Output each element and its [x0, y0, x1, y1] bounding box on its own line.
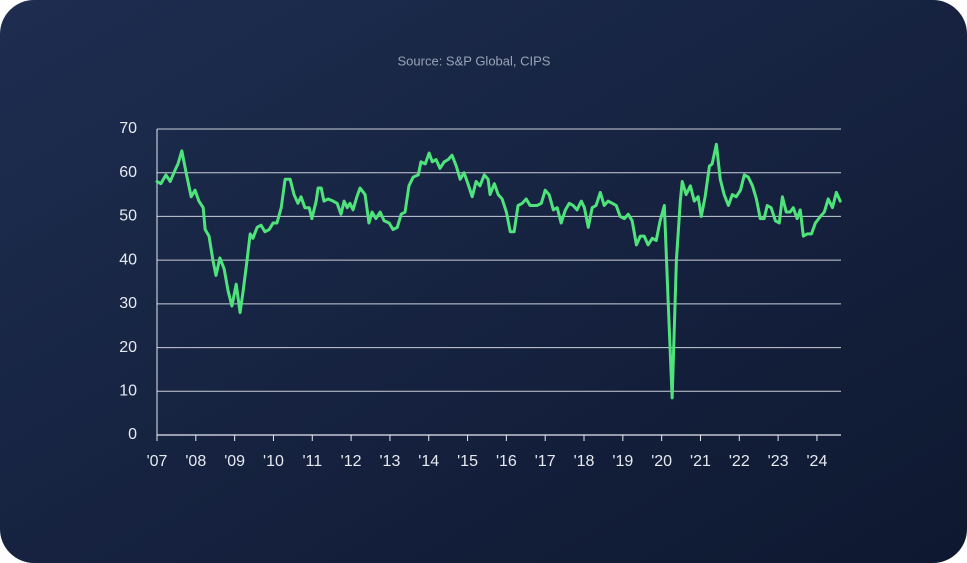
x-tick-label: '18	[574, 453, 595, 470]
x-tick-label: '09	[224, 453, 245, 470]
y-tick-label: 60	[119, 164, 137, 181]
x-tick-label: '15	[457, 453, 478, 470]
x-tick-label: '24	[807, 453, 828, 470]
x-tick-label: '16	[496, 453, 517, 470]
y-tick-label: 40	[119, 251, 137, 268]
x-tick-label: '12	[341, 453, 362, 470]
y-tick-label: 30	[119, 295, 137, 312]
x-tick-label: '19	[612, 453, 633, 470]
x-tick-label: '21	[690, 453, 711, 470]
x-tick-label: '17	[535, 453, 556, 470]
y-tick-label: 10	[119, 383, 137, 400]
x-tick-label: '13	[379, 453, 400, 470]
x-tick-label: '10	[263, 453, 284, 470]
x-tick-label: '14	[418, 453, 439, 470]
x-tick-label: '08	[185, 453, 206, 470]
x-tick-label: '22	[729, 453, 750, 470]
y-tick-label: 50	[119, 208, 137, 225]
x-tick-label: '11	[302, 453, 322, 470]
x-tick-label: '07	[147, 453, 168, 470]
x-tick-label: '20	[651, 453, 672, 470]
y-tick-label: 70	[119, 120, 137, 137]
x-tick-label: '23	[768, 453, 789, 470]
y-tick-label: 20	[119, 339, 137, 356]
y-tick-label: 0	[128, 426, 137, 443]
chart-subtitle: Source: S&P Global, CIPS	[398, 53, 551, 68]
data-line	[155, 142, 842, 400]
